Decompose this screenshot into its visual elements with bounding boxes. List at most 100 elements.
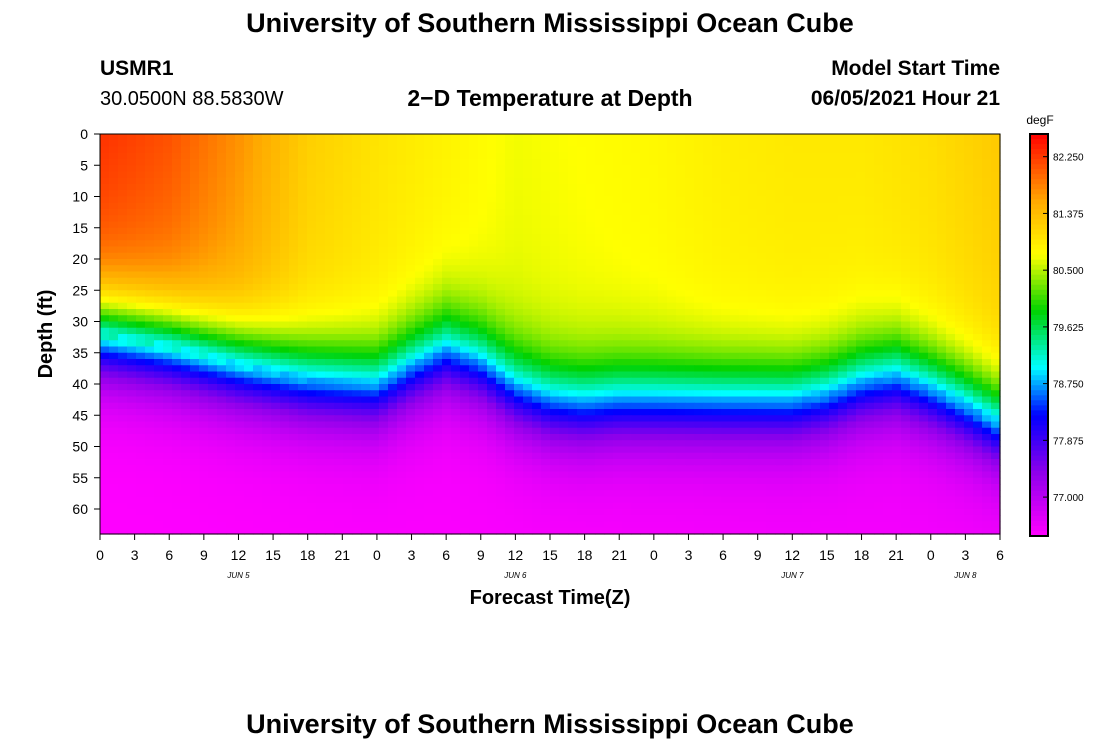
heatmap-cell	[820, 190, 830, 198]
heatmap-cell	[199, 184, 209, 191]
heatmap-cell	[586, 384, 596, 391]
heatmap-cell	[127, 415, 137, 423]
heatmap-cell	[433, 265, 443, 273]
heatmap-cell	[217, 390, 227, 398]
heatmap-cell	[397, 234, 407, 241]
heatmap-cell	[199, 315, 209, 323]
heatmap-cell	[964, 221, 974, 229]
heatmap-cell	[442, 177, 452, 185]
heatmap-cell	[523, 302, 533, 310]
heatmap-cell	[280, 421, 290, 429]
heatmap-cell	[730, 309, 740, 316]
heatmap-cell	[388, 221, 398, 229]
heatmap-cell	[280, 134, 290, 141]
heatmap-cell	[946, 171, 956, 179]
heatmap-cell	[595, 365, 605, 373]
heatmap-cell	[118, 290, 128, 298]
heatmap-cell	[775, 371, 785, 379]
heatmap-cell	[838, 421, 848, 429]
heatmap-cell	[838, 365, 848, 373]
heatmap-cell	[109, 171, 119, 179]
heatmap-cell	[694, 302, 704, 310]
heatmap-cell	[613, 321, 623, 329]
heatmap-cell	[865, 184, 875, 191]
heatmap-cell	[424, 390, 434, 398]
heatmap-cell	[712, 140, 722, 148]
heatmap-cell	[874, 209, 884, 216]
heatmap-cell	[469, 284, 479, 291]
heatmap-cell	[766, 227, 776, 235]
heatmap-cell	[631, 221, 641, 229]
heatmap-cell	[946, 359, 956, 366]
heatmap-cell	[208, 402, 218, 410]
heatmap-cell	[505, 277, 515, 285]
heatmap-cell	[496, 371, 506, 379]
heatmap-cell	[235, 246, 245, 254]
heatmap-cell	[820, 340, 830, 348]
heatmap-cell	[766, 327, 776, 335]
heatmap-cell	[154, 234, 164, 241]
heatmap-cell	[631, 409, 641, 416]
heatmap-cell	[181, 171, 191, 179]
heatmap-cell	[982, 234, 992, 241]
heatmap-cell	[334, 371, 344, 379]
heatmap-cell	[757, 284, 767, 291]
heatmap-cell	[694, 202, 704, 210]
heatmap-cell	[820, 396, 830, 404]
heatmap-cell	[658, 159, 668, 166]
heatmap-cell	[280, 384, 290, 391]
heatmap-cell	[100, 177, 110, 185]
heatmap-cell	[370, 409, 380, 416]
heatmap-cell	[523, 321, 533, 329]
heatmap-cell	[190, 290, 200, 298]
heatmap-cell	[910, 240, 920, 248]
heatmap-cell	[739, 221, 749, 229]
heatmap-cell	[280, 340, 290, 348]
heatmap-cell	[649, 352, 659, 360]
heatmap-cell	[649, 340, 659, 348]
heatmap-cell	[541, 284, 551, 291]
heatmap-cell	[406, 271, 416, 279]
heatmap-cell	[757, 259, 767, 266]
heatmap-cell	[487, 346, 497, 354]
heatmap-cell	[118, 396, 128, 404]
heatmap-cell	[244, 165, 254, 173]
heatmap-cell	[361, 371, 371, 379]
heatmap-cell	[298, 134, 308, 141]
heatmap-cell	[982, 396, 992, 404]
heatmap-cell	[433, 415, 443, 423]
heatmap-cell	[757, 321, 767, 329]
heatmap-cell	[460, 277, 470, 285]
heatmap-cell	[676, 177, 686, 185]
heatmap-cell	[523, 396, 533, 404]
heatmap-cell	[631, 327, 641, 335]
heatmap-cell	[892, 265, 902, 273]
heatmap-cell	[397, 284, 407, 291]
heatmap-cell	[667, 352, 677, 360]
heatmap-cell	[505, 234, 515, 241]
heatmap-cell	[388, 415, 398, 423]
heatmap-cell	[325, 190, 335, 198]
heatmap-cell	[370, 371, 380, 379]
heatmap-cell	[199, 252, 209, 260]
heatmap-cell	[208, 309, 218, 316]
heatmap-cell	[820, 365, 830, 373]
heatmap-cell	[397, 365, 407, 373]
heatmap-cell	[667, 434, 677, 441]
heatmap-cell	[901, 252, 911, 260]
heatmap-cell	[910, 409, 920, 416]
heatmap-cell	[919, 252, 929, 260]
heatmap-cell	[721, 421, 731, 429]
heatmap-cell	[991, 190, 1001, 198]
heatmap-cell	[721, 365, 731, 373]
heatmap-cell	[640, 296, 650, 304]
heatmap-cell	[262, 315, 272, 323]
heatmap-cell	[334, 177, 344, 185]
heatmap-cell	[640, 365, 650, 373]
heatmap-cell	[145, 184, 155, 191]
heatmap-cell	[694, 246, 704, 254]
heatmap-cell	[838, 396, 848, 404]
heatmap-cell	[289, 434, 299, 441]
heatmap-cell	[514, 427, 524, 435]
heatmap-cell	[262, 171, 272, 179]
